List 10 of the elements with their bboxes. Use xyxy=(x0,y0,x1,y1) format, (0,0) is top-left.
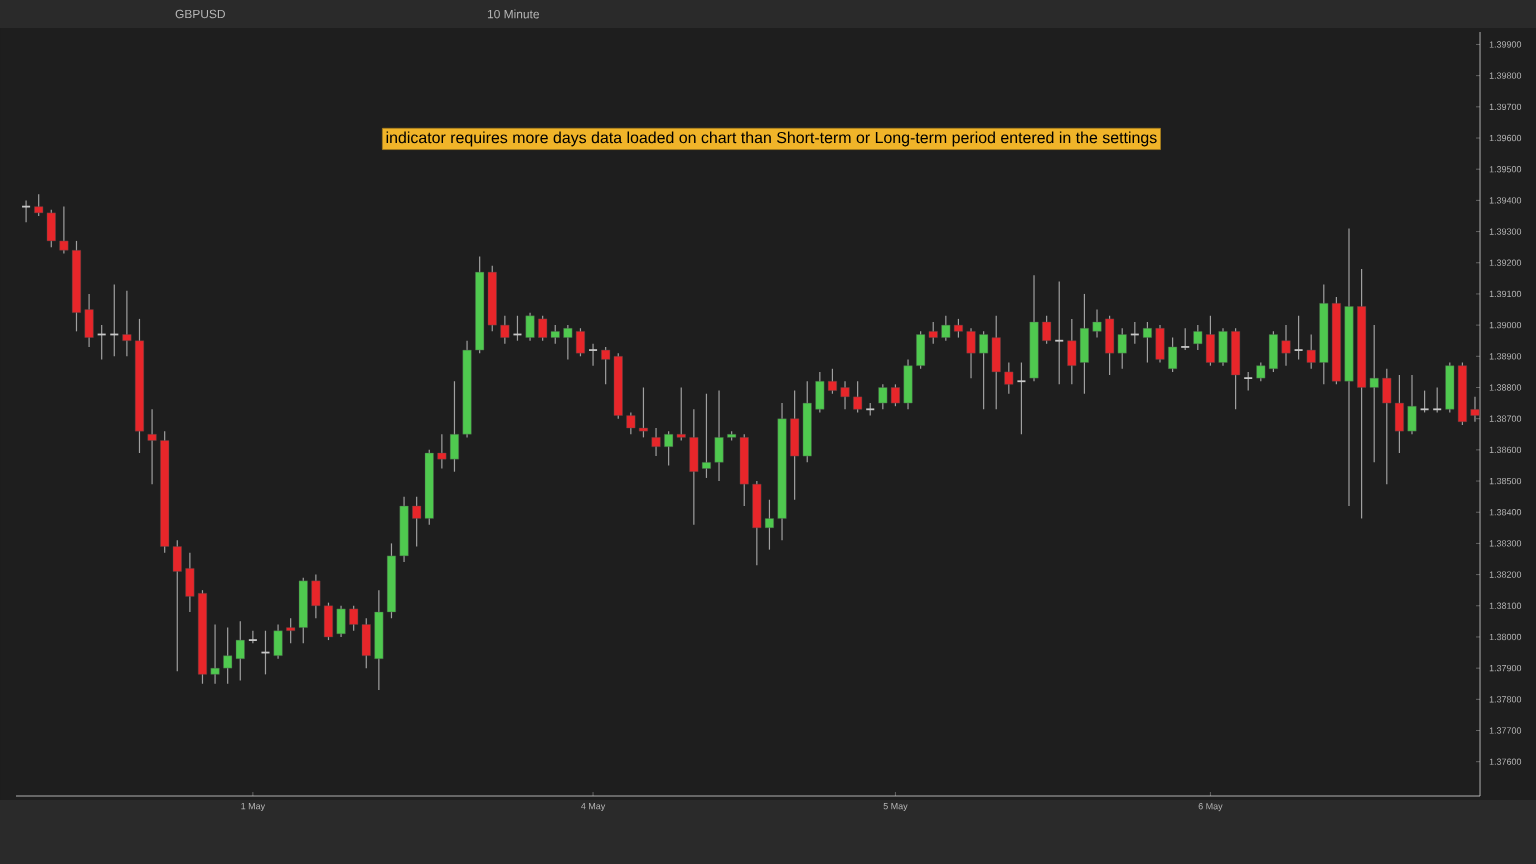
candlestick xyxy=(1432,386,1443,414)
candlestick xyxy=(1243,371,1254,392)
candlestick xyxy=(1293,315,1304,361)
candlestick xyxy=(1419,390,1430,414)
candlestick xyxy=(1180,327,1191,351)
candlestick xyxy=(1054,280,1065,385)
candlestick xyxy=(1016,361,1027,435)
candlestick xyxy=(588,343,598,367)
candlestick xyxy=(21,199,32,223)
candlestick xyxy=(247,630,258,644)
